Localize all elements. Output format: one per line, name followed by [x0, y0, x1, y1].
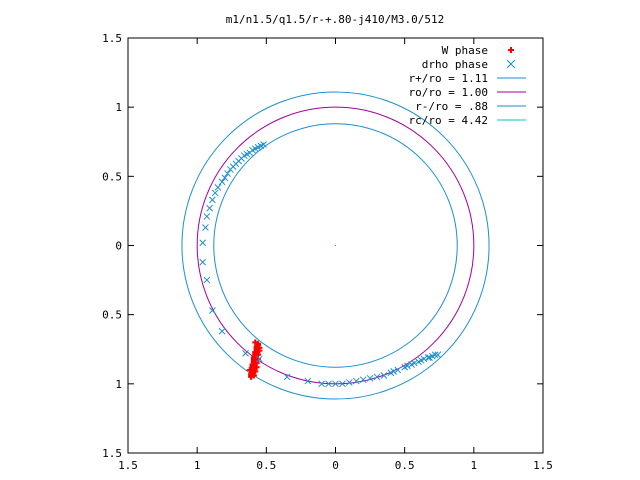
y-tick-label-0: 1.5	[102, 32, 122, 45]
legend-swatch-1	[506, 59, 516, 69]
x-tick-label-1: 1	[194, 459, 201, 472]
legend-label-2: r+/ro = 1.11	[409, 72, 488, 85]
chart-title: m1/n1.5/q1.5/r-+.80-j410/M3.0/512	[226, 13, 445, 26]
drho-phase-point-15	[218, 178, 226, 186]
x-tick-label-2: 0.5	[256, 459, 276, 472]
circle-0	[181, 91, 490, 400]
w-phase-point-30	[253, 364, 260, 371]
drho-phase-point-51	[404, 362, 411, 370]
drho-phase-point-32	[325, 380, 332, 388]
circles-layer	[181, 91, 490, 400]
legend-label-5: rc/ro = 4.42	[409, 114, 488, 127]
drho-phase-point-36	[352, 377, 360, 385]
drho-phase-point-29	[283, 373, 291, 381]
drho-phase-point-12	[227, 166, 234, 173]
x-tick-label-4: 0.5	[395, 459, 415, 472]
drho-phase-point-25	[209, 307, 216, 314]
drho-phase-point-33	[332, 380, 339, 388]
legend-label-3: ro/ro = 1.00	[409, 86, 488, 99]
y-tick-label-4: 0.5	[102, 309, 122, 322]
w-phase-point-26	[256, 347, 263, 354]
legend-swatch-0	[508, 47, 514, 53]
drho-phase-point-39	[373, 373, 381, 381]
y-tick-label-5: 1	[115, 378, 122, 391]
drho-phase-point-42	[394, 366, 402, 374]
drho-phase-point-49	[431, 351, 439, 359]
x-tick-label-3: 0	[332, 459, 339, 472]
drho-phase-point-27	[242, 350, 249, 357]
drho-phase-point-37	[359, 376, 367, 384]
y-tick-label-6: 1.5	[102, 447, 122, 460]
drho-phase-point-30	[304, 377, 312, 385]
w-phase-point-34	[246, 367, 253, 373]
drho-phase-point-31	[318, 380, 326, 388]
drho-phase-point-55	[390, 368, 397, 375]
w-phase-point-33	[252, 339, 259, 346]
drho-phase-point-47	[424, 354, 432, 361]
x-tick-label-6: 1.5	[533, 459, 553, 472]
drho-phase-point-26	[218, 327, 226, 335]
origin-dot	[334, 244, 337, 247]
drho-phase-point-52	[410, 359, 418, 367]
y-tick-label-1: 1	[115, 101, 122, 114]
drho-phase-point-40	[380, 372, 388, 379]
drho-phase-point-22	[199, 239, 207, 247]
drho-phase-point-18	[209, 196, 216, 204]
drho-phase-point-24	[203, 276, 211, 284]
drho-phase-point-17	[211, 189, 219, 197]
drho-phase-point-14	[221, 174, 229, 182]
circle-2	[213, 123, 458, 368]
drho-phase-point-38	[366, 374, 374, 382]
drho-phase-point-35	[345, 379, 353, 386]
drho-phase-point-13	[224, 170, 231, 177]
w-phase-point-32	[250, 372, 257, 379]
drho-phase-point-20	[203, 213, 211, 220]
drho-phase-point-54	[426, 354, 433, 361]
y-tick-label-2: 0.5	[102, 170, 122, 183]
x-tick-label-5: 1	[471, 459, 478, 472]
drho-phase-point-34	[339, 380, 346, 388]
y-tick-label-3: 0	[115, 240, 122, 253]
drho-phase-point-53	[417, 356, 425, 364]
ticks-layer: 1.5 1 0.5 0 0.5 1 1.51.510.500.511.5	[102, 32, 553, 472]
drho-phase-point-23	[199, 258, 207, 266]
w-phase-point-31	[252, 368, 259, 375]
legend-label-0: W phase	[442, 44, 488, 57]
drho-phase-point-16	[214, 184, 222, 191]
drho-phase-point-21	[202, 224, 209, 231]
drho-phase-point-50	[434, 351, 442, 359]
drho-phase-point-28	[256, 355, 263, 363]
legend-label-4: r-/ro = .88	[415, 100, 488, 113]
drho-phase-point-19	[206, 204, 213, 212]
legend-label-1: drho phase	[422, 58, 488, 71]
series-layer	[199, 141, 442, 388]
x-tick-label-0: 1.5	[118, 459, 138, 472]
